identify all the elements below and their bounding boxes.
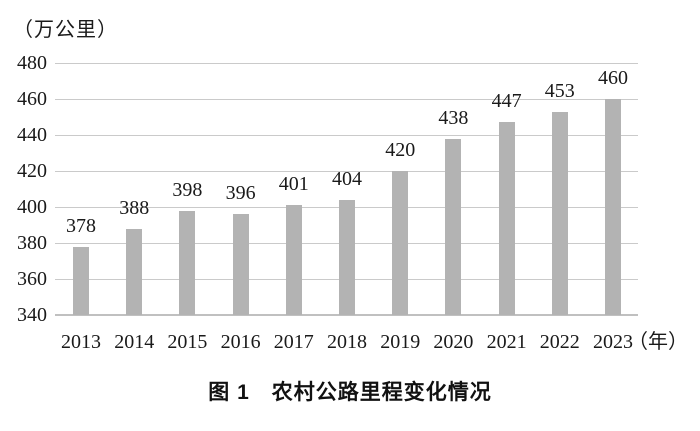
bar [498, 122, 515, 315]
y-tick-label: 440 [17, 124, 47, 146]
x-tick-label: 2013 [61, 331, 101, 353]
bar-value-label: 378 [66, 214, 96, 237]
chart-caption: 图 1 农村公路里程变化情况 [208, 381, 492, 404]
bar [126, 228, 143, 315]
gridline [55, 99, 638, 100]
x-tick-label: 2017 [273, 331, 314, 353]
bar-value-label: 404 [332, 167, 362, 190]
gridline [55, 63, 638, 64]
gridline [55, 171, 638, 172]
bar-value-label: 453 [544, 79, 575, 102]
bar [551, 111, 568, 315]
bar-value-label: 460 [598, 67, 628, 89]
bar-value-label: 396 [225, 182, 256, 205]
bar-value-label: 438 [438, 106, 469, 129]
x-tick-label: 2020 [433, 331, 474, 353]
x-tick-label: 2021 [486, 331, 527, 353]
bar [445, 138, 462, 315]
bar [73, 246, 89, 315]
bar-value-label: 398 [172, 178, 203, 201]
bar-value-label: 388 [119, 196, 150, 219]
bar-value-label: 447 [491, 90, 522, 113]
gridline [55, 135, 638, 136]
bar [179, 210, 196, 315]
x-tick-label: 2019 [380, 331, 421, 353]
x-tick-label: 2023 [593, 331, 633, 353]
bar [285, 205, 302, 315]
x-tick-label: 2015 [167, 331, 208, 353]
bar [232, 214, 249, 315]
x-tick-label: 2018 [327, 331, 367, 353]
y-tick-label: 380 [17, 232, 47, 254]
bar-value-label: 420 [385, 139, 416, 161]
y-tick-label: 420 [17, 160, 47, 182]
y-tick-label: 340 [17, 304, 47, 326]
x-tick-label: 2016 [220, 331, 261, 353]
x-tick-label: 2014 [114, 331, 155, 353]
y-tick-label: 360 [17, 268, 47, 290]
bar [392, 171, 409, 315]
y-axis-unit-label: （万公里） [13, 19, 118, 41]
bar [339, 199, 355, 315]
x-axis-line [55, 314, 638, 316]
bar-value-label: 401 [278, 173, 309, 196]
y-tick-label: 480 [17, 52, 47, 74]
y-tick-label: 460 [17, 88, 47, 110]
bar [605, 99, 621, 315]
x-axis-unit-label: （年） [628, 331, 688, 353]
x-tick-label: 2022 [539, 331, 580, 353]
y-tick-label: 400 [17, 196, 47, 218]
